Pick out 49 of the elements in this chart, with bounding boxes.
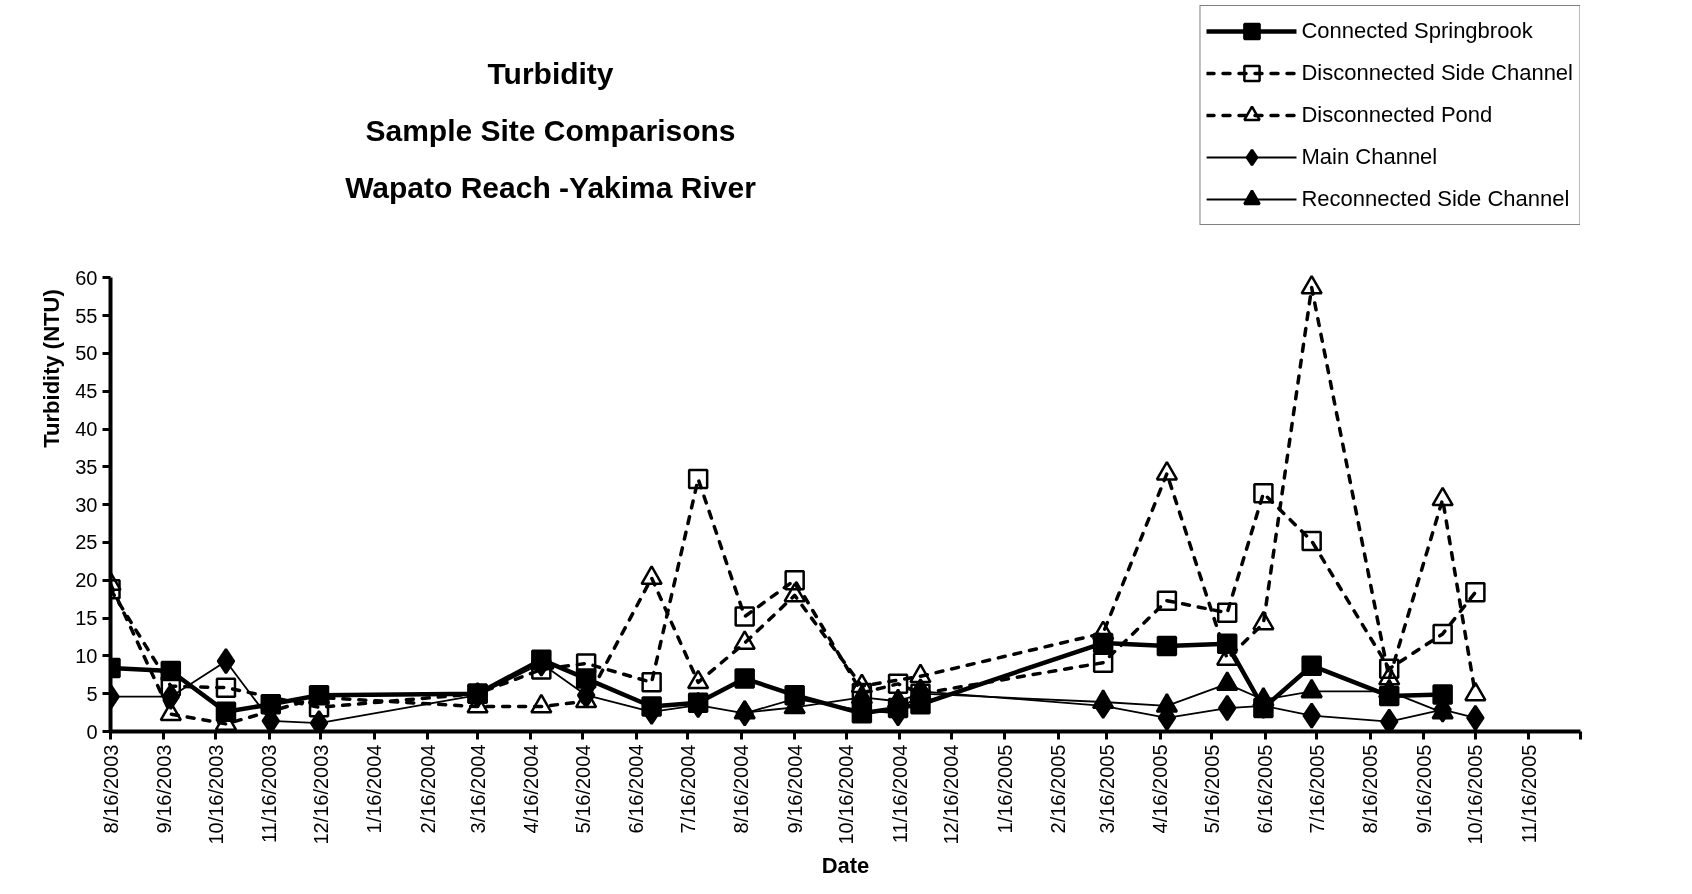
x-tick-label: 8/16/2003 bbox=[99, 744, 122, 834]
x-tick-label: 11/16/2003 bbox=[258, 744, 281, 844]
legend-label: Connected Springbrook bbox=[1301, 17, 1533, 45]
x-tick-label: 7/16/2005 bbox=[1305, 744, 1328, 834]
x-tick-label: 9/16/2003 bbox=[152, 744, 175, 834]
y-tick-label: 45 bbox=[75, 380, 98, 403]
y-tick-label: 0 bbox=[86, 720, 98, 743]
x-tick-label: 12/16/2003 bbox=[309, 744, 332, 845]
x-tick-label: 1/16/2004 bbox=[363, 744, 386, 834]
y-tick-label: 25 bbox=[75, 531, 98, 554]
y-axis-title: Turbidity (NTU) bbox=[39, 289, 65, 448]
x-tick-label: 10/16/2004 bbox=[835, 744, 858, 845]
x-tick-label: 3/16/2005 bbox=[1095, 744, 1118, 834]
y-tick-label: 50 bbox=[75, 342, 98, 365]
legend-label: Main Channel bbox=[1301, 143, 1438, 171]
x-tick-label: 4/16/2005 bbox=[1149, 744, 1172, 834]
x-axis-title: Date bbox=[821, 852, 870, 878]
x-tick-label: 1/16/2005 bbox=[993, 744, 1016, 834]
y-tick-label: 60 bbox=[75, 266, 98, 289]
legend-label: Disconnected Pond bbox=[1301, 101, 1493, 129]
y-tick-label: 15 bbox=[75, 607, 98, 630]
x-tick-label: 7/16/2004 bbox=[676, 744, 699, 834]
x-tick-label: 5/16/2004 bbox=[571, 744, 594, 834]
x-tick-label: 8/16/2004 bbox=[730, 744, 753, 834]
x-tick-label: 8/16/2005 bbox=[1359, 744, 1382, 834]
x-tick-label: 9/16/2005 bbox=[1412, 744, 1435, 834]
y-tick-label: 40 bbox=[75, 418, 98, 440]
y-tick-label: 10 bbox=[75, 644, 98, 667]
x-tick-label: 6/16/2005 bbox=[1254, 744, 1277, 834]
x-tick-label: 10/16/2003 bbox=[204, 744, 227, 845]
x-tick-label: 9/16/2004 bbox=[783, 744, 806, 834]
chart-title: Turbidity Sample Site Comparisons Wapato Reach -Yakima River bbox=[345, 57, 757, 204]
legend-label: Disconnected Side Channel bbox=[1301, 59, 1573, 87]
y-tick-label: 30 bbox=[75, 493, 98, 516]
y-tick-label: 5 bbox=[86, 682, 98, 705]
x-tick-label: 10/16/2005 bbox=[1464, 744, 1487, 845]
x-tick-label: 2/16/2004 bbox=[416, 744, 439, 834]
x-tick-label: 4/16/2004 bbox=[519, 744, 542, 834]
legend-label: Reconnected Side Channel bbox=[1301, 185, 1570, 213]
x-tick-label: 11/16/2005 bbox=[1517, 744, 1540, 844]
x-tick-label: 5/16/2005 bbox=[1200, 744, 1223, 834]
x-tick-label: 6/16/2004 bbox=[625, 744, 648, 834]
y-tick-label: 35 bbox=[75, 455, 98, 478]
x-tick-label: 12/16/2004 bbox=[940, 744, 963, 845]
y-tick-label: 55 bbox=[75, 304, 98, 327]
y-tick-label: 20 bbox=[75, 569, 98, 592]
x-tick-label: 3/16/2004 bbox=[466, 744, 489, 834]
x-tick-label: 11/16/2004 bbox=[888, 744, 911, 844]
x-tick-label: 2/16/2005 bbox=[1047, 744, 1070, 834]
